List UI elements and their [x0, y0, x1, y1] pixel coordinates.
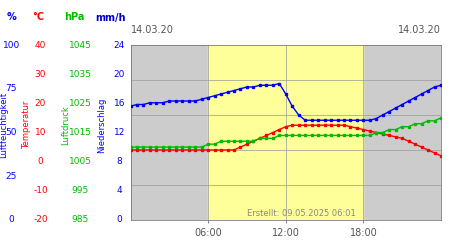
Text: 1025: 1025	[69, 99, 91, 108]
Text: °C: °C	[32, 12, 44, 22]
Text: 0: 0	[38, 157, 43, 166]
Text: 0: 0	[9, 216, 14, 224]
Text: 8: 8	[117, 157, 122, 166]
Text: 1015: 1015	[68, 128, 92, 137]
Text: 1045: 1045	[69, 40, 91, 50]
Text: -10: -10	[33, 186, 48, 195]
Text: hPa: hPa	[64, 12, 85, 22]
Text: 50: 50	[5, 128, 17, 137]
Text: Luftfeuchtigkeit: Luftfeuchtigkeit	[0, 92, 8, 158]
Text: 24: 24	[113, 40, 125, 50]
Text: 1005: 1005	[68, 157, 92, 166]
Text: 995: 995	[72, 186, 89, 195]
Text: %: %	[6, 12, 16, 22]
Text: -20: -20	[33, 216, 48, 224]
Text: 16: 16	[113, 99, 125, 108]
Text: 4: 4	[117, 186, 122, 195]
Text: Temperatur: Temperatur	[22, 101, 32, 149]
Text: 75: 75	[5, 84, 17, 93]
Text: 30: 30	[35, 70, 46, 79]
Text: 0: 0	[117, 216, 122, 224]
Text: 12: 12	[113, 128, 125, 137]
Text: 25: 25	[5, 172, 17, 181]
Text: Niederschlag: Niederschlag	[97, 97, 106, 153]
Text: 1035: 1035	[68, 70, 92, 79]
Text: 40: 40	[35, 40, 46, 50]
Text: 100: 100	[3, 40, 20, 50]
Text: 985: 985	[72, 216, 89, 224]
Bar	[208, 45, 364, 220]
Text: 20: 20	[113, 70, 125, 79]
Text: Erstellt: 09.05.2025 06:01: Erstellt: 09.05.2025 06:01	[247, 208, 356, 218]
Text: 20: 20	[35, 99, 46, 108]
Text: mm/h: mm/h	[95, 12, 126, 22]
Text: 14.03.20: 14.03.20	[130, 25, 173, 35]
Text: 14.03.20: 14.03.20	[398, 25, 441, 35]
Text: 10: 10	[35, 128, 46, 137]
Text: Luftdruck: Luftdruck	[61, 105, 70, 145]
